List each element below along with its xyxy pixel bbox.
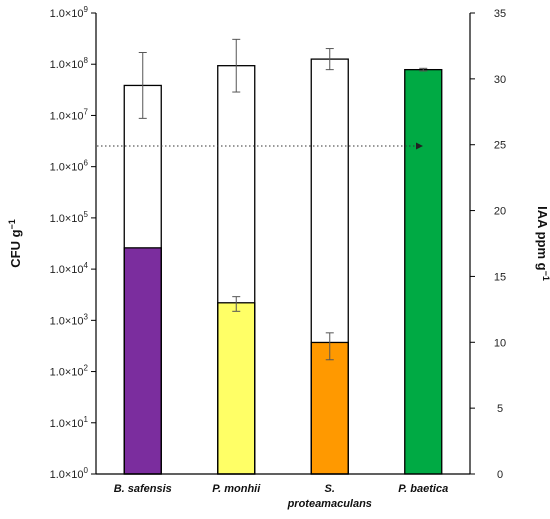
iaa-bar-1 (217, 65, 256, 475)
reference-line-group (97, 142, 423, 150)
right-axis-ticks: 0 5 10 15 20 25 30 35 (470, 8, 506, 481)
left-tick-label: 1.0×101 (50, 415, 89, 430)
iaa-bar-3 (404, 68, 443, 475)
right-tick-label: 5 (497, 403, 503, 415)
error-bars (138, 38, 428, 361)
category-label: S. (325, 483, 335, 495)
reference-arrow (416, 142, 423, 150)
left-axis-ticks: 1.0×100 1.0×101 1.0×102 1.0×103 1.0×104 1.0×1… (50, 5, 96, 481)
right-tick-label: 15 (494, 271, 506, 283)
axes (95, 13, 471, 475)
left-tick-label: 1.0×109 (50, 5, 89, 20)
right-tick-label: 25 (494, 140, 506, 152)
category-label: B. safensis (114, 483, 172, 495)
left-tick-label: 1.0×102 (50, 364, 89, 379)
left-tick-label: 1.0×104 (50, 261, 89, 276)
left-tick-label: 1.0×108 (50, 56, 89, 71)
left-tick-label: 1.0×105 (50, 210, 89, 225)
left-tick-label: 1.0×106 (50, 159, 89, 174)
right-tick-label: 10 (494, 337, 506, 349)
category-labels: B. safensis P. monhii S. proteamaculans P. b… (114, 483, 449, 510)
category-label: P. monhii (212, 483, 261, 495)
iaa-bar-0 (123, 84, 162, 475)
left-tick-label: 1.0×107 (50, 107, 89, 122)
right-axis-title: IAA ppm g−1 (535, 206, 550, 281)
bars (123, 58, 443, 475)
right-tick-label: 35 (494, 8, 506, 20)
category-label: P. baetica (398, 483, 448, 495)
right-tick-label: 0 (497, 469, 503, 481)
axis-titles: CFU g−1 IAA ppm g−1 (7, 206, 550, 281)
left-tick-label: 1.0×103 (50, 312, 89, 327)
left-axis-title: CFU g−1 (7, 219, 23, 268)
iaa-bar-2 (310, 58, 349, 475)
right-tick-label: 30 (494, 74, 506, 86)
right-tick-label: 20 (494, 206, 506, 218)
left-tick-label: 1.0×100 (50, 466, 89, 481)
category-label: proteamaculans (287, 498, 372, 510)
